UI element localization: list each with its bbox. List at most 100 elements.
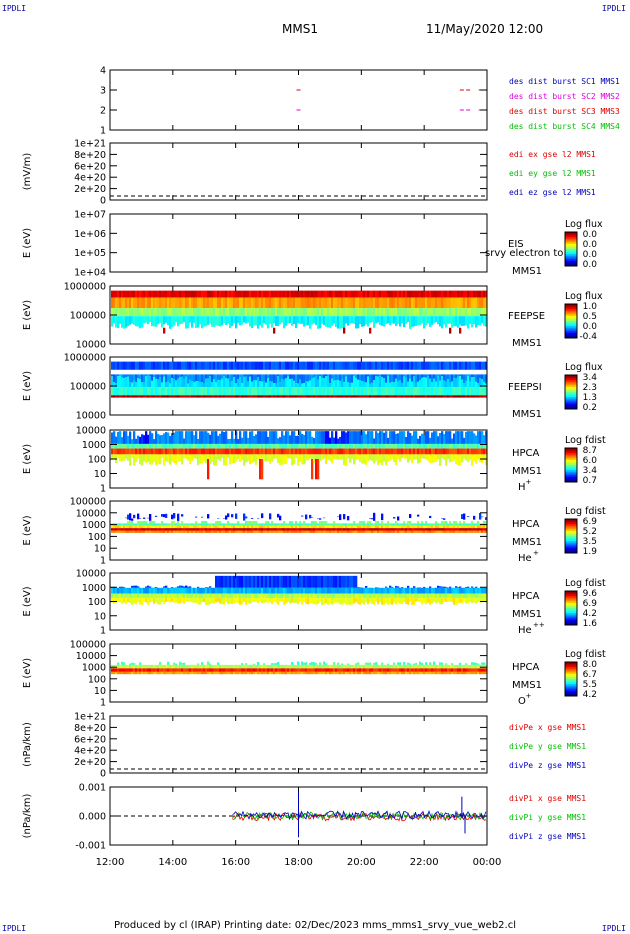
spectrogram-cell bbox=[213, 361, 216, 370]
spectrogram-cell bbox=[307, 297, 310, 309]
spectrogram-cell bbox=[265, 374, 268, 383]
spectrogram-cell bbox=[119, 431, 122, 444]
spectrogram-cell bbox=[277, 387, 280, 396]
spectrogram-cell bbox=[257, 518, 260, 520]
spectrogram-cell bbox=[397, 523, 400, 526]
spectrogram-cell bbox=[173, 598, 176, 603]
spectrogram-cell bbox=[283, 379, 286, 388]
spectrogram-cell bbox=[439, 448, 442, 455]
spectrogram-cell bbox=[421, 521, 424, 524]
spectrogram-cell bbox=[129, 297, 132, 309]
spectrogram-cell bbox=[279, 593, 282, 599]
spectrogram-cell bbox=[297, 523, 300, 526]
spectrogram-cell bbox=[337, 438, 340, 444]
spectrogram-cell bbox=[449, 448, 452, 455]
spectrogram-cell bbox=[315, 521, 318, 524]
spectrogram-cell bbox=[175, 395, 178, 398]
spectrogram-cell bbox=[273, 387, 276, 396]
spectrogram-cell bbox=[253, 587, 256, 594]
spectrogram-cell bbox=[129, 454, 132, 466]
legend-entry: des dist burst SC3 MMS3 bbox=[509, 107, 620, 116]
spectrogram-cell bbox=[483, 443, 486, 449]
spectrogram-cell bbox=[293, 448, 296, 455]
spectrogram-cell bbox=[361, 521, 364, 524]
spectrogram-cell bbox=[343, 525, 346, 529]
spectrogram-cell bbox=[349, 297, 352, 309]
spectrogram-cell bbox=[115, 525, 118, 529]
spectrogram-cell bbox=[253, 663, 256, 665]
spectrogram-cell bbox=[175, 316, 178, 323]
spectrogram-cell bbox=[295, 575, 298, 588]
spectrogram-cell bbox=[161, 587, 164, 594]
spectrogram-cell bbox=[191, 381, 194, 388]
spectrogram-cell bbox=[453, 443, 456, 449]
spectrogram-cell bbox=[243, 448, 246, 455]
spectrogram-cell bbox=[479, 593, 482, 599]
spectrogram-cell bbox=[351, 387, 354, 396]
spectrogram-cell bbox=[457, 290, 460, 298]
spectrogram-cell bbox=[237, 290, 240, 298]
spectrogram-cell bbox=[181, 514, 184, 517]
spectrogram-cell bbox=[167, 593, 170, 599]
spectrogram-cell bbox=[415, 290, 418, 298]
spectrogram-cell bbox=[343, 587, 346, 594]
spectrogram-cell bbox=[161, 297, 164, 309]
spectrogram-cell bbox=[145, 374, 148, 376]
spectrogram-cell bbox=[355, 431, 358, 444]
spectrogram-cell bbox=[429, 395, 432, 398]
spectrogram-cell bbox=[191, 593, 194, 599]
spectrogram-cell bbox=[439, 528, 442, 531]
spectrogram-cell bbox=[177, 308, 180, 317]
spectrogram-cell bbox=[397, 381, 400, 388]
spectrogram-cell bbox=[383, 530, 386, 533]
spectrogram-cell bbox=[417, 316, 420, 326]
spectrogram-cell bbox=[129, 663, 132, 665]
spectrogram-cell bbox=[137, 668, 140, 672]
spectrogram-cell bbox=[377, 454, 380, 466]
spectrogram-cell bbox=[393, 598, 396, 603]
spectrogram-cell bbox=[285, 443, 288, 449]
spectrogram-cell bbox=[371, 530, 374, 533]
spectrogram-cell bbox=[359, 448, 362, 455]
spectrogram-cell bbox=[309, 587, 312, 594]
spectrogram-cell bbox=[251, 395, 254, 398]
spectrogram-cell bbox=[183, 290, 186, 298]
spectrogram-cell bbox=[375, 443, 378, 449]
spectrogram-cell bbox=[347, 664, 350, 669]
spectrogram-cell bbox=[467, 530, 470, 533]
spectrogram-cell bbox=[111, 316, 114, 327]
spectrogram-cell bbox=[383, 448, 386, 455]
spectrogram-cell bbox=[401, 598, 404, 605]
spectrogram-cell bbox=[219, 433, 222, 444]
spectrogram-cell bbox=[261, 361, 264, 370]
spectrogram-cell bbox=[167, 448, 170, 455]
spectrogram-cell bbox=[125, 431, 128, 444]
spectrogram-cell bbox=[475, 448, 478, 455]
spectrogram-cell bbox=[437, 528, 440, 531]
spectrogram-cell bbox=[201, 662, 204, 665]
spectrogram-cell bbox=[271, 454, 274, 462]
spectrogram-cell bbox=[389, 454, 392, 461]
spectrogram-cell bbox=[151, 587, 154, 594]
spectrogram-cell bbox=[167, 361, 170, 370]
spectrogram-cell bbox=[153, 290, 156, 298]
spectrogram-cell bbox=[311, 598, 314, 604]
spectrogram-cell bbox=[351, 308, 354, 317]
spectrogram-cell bbox=[265, 523, 268, 526]
spectrogram-cell bbox=[375, 316, 378, 324]
spectrogram-cell bbox=[415, 387, 418, 396]
spectrogram-cell bbox=[435, 431, 438, 444]
spectrogram-cell bbox=[245, 395, 248, 398]
spectrogram-cell bbox=[173, 513, 176, 519]
spectrogram-cell bbox=[331, 528, 334, 531]
spectrogram-cell bbox=[317, 575, 320, 588]
spectrogram-cell bbox=[255, 316, 258, 326]
spectrogram-cell bbox=[291, 593, 294, 599]
spectrogram-cell bbox=[191, 598, 194, 603]
spectrogram-cell bbox=[387, 387, 390, 396]
spectrogram-cell bbox=[313, 530, 316, 533]
spectrogram-cell bbox=[311, 523, 314, 526]
spectrogram-cell bbox=[309, 387, 312, 396]
spectrogram-cell bbox=[289, 664, 292, 669]
spectrogram-cell bbox=[329, 525, 332, 529]
